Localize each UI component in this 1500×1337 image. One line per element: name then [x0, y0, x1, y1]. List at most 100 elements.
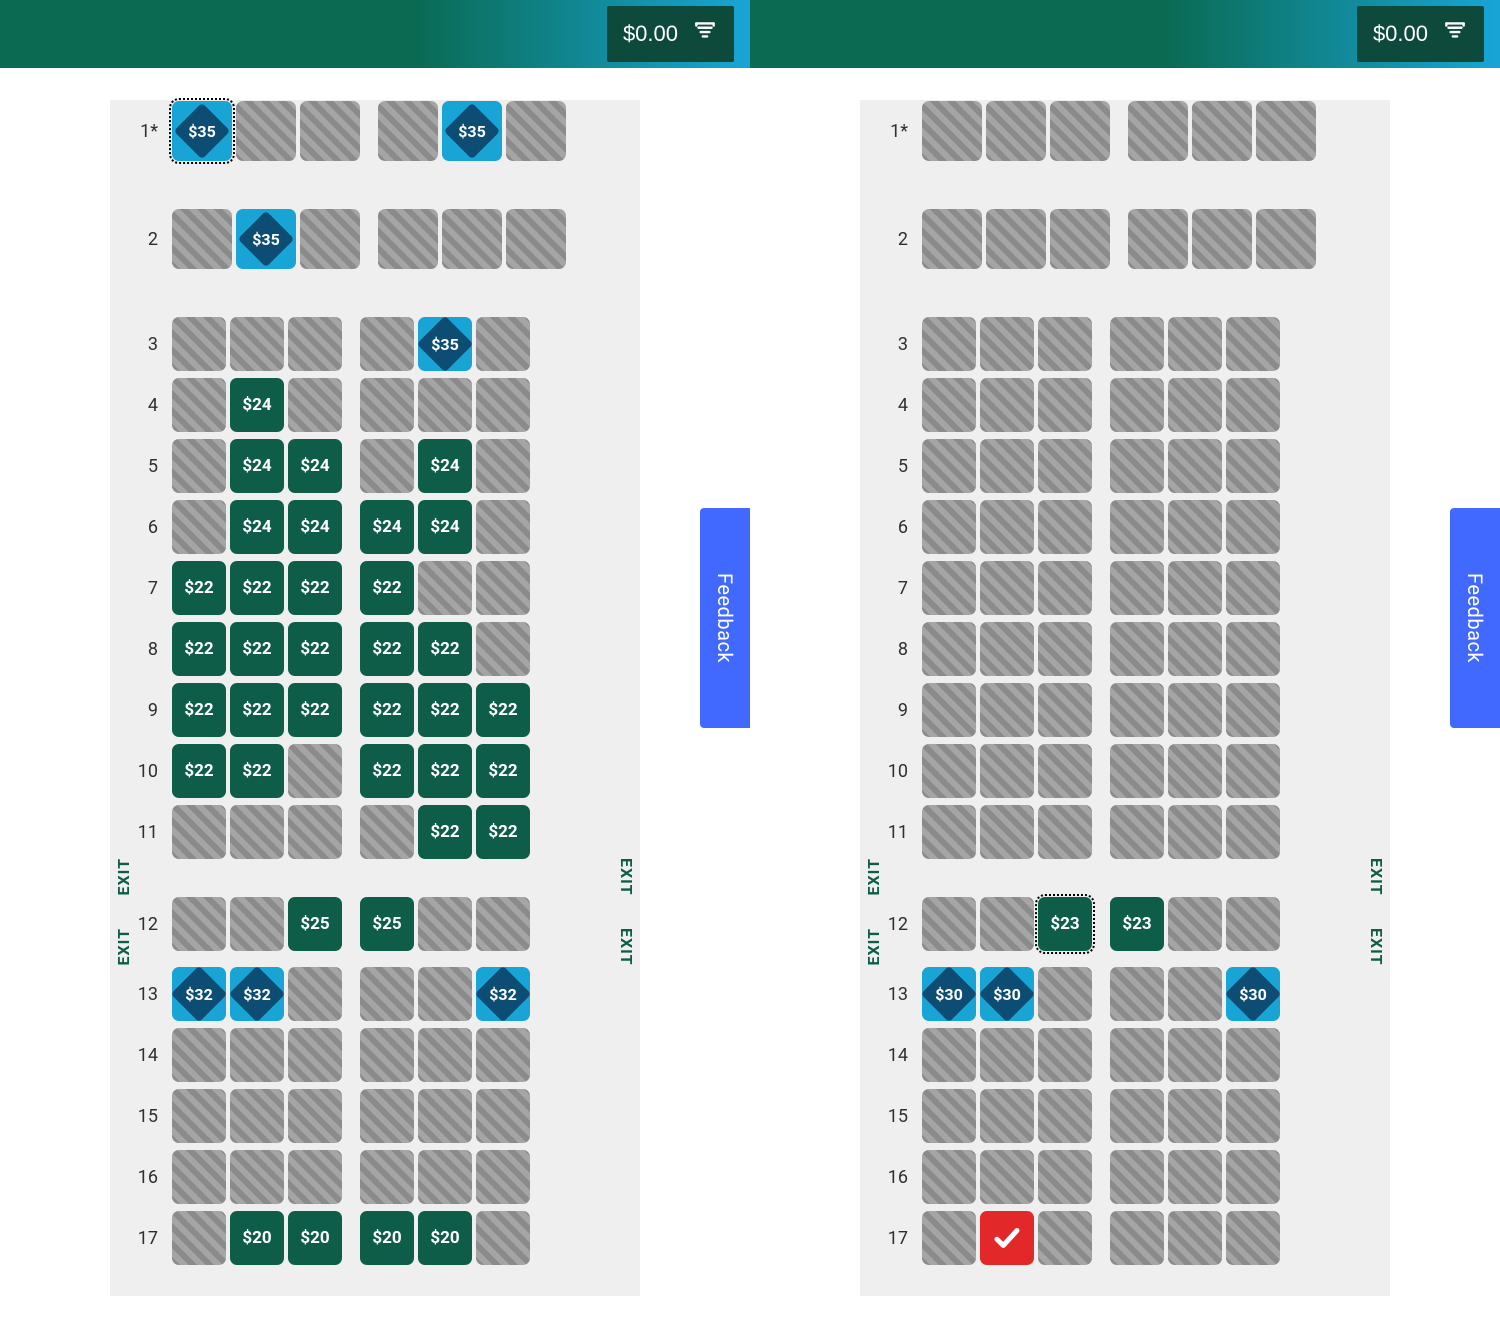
seat-2-C	[300, 209, 360, 269]
seat-10-F[interactable]: $22	[476, 744, 530, 798]
seat-6-C[interactable]: $24	[288, 500, 342, 554]
row-4: 4$24	[120, 377, 630, 433]
row-wrap-2: 2	[870, 208, 1380, 270]
seat-13-F[interactable]: $30	[1226, 967, 1280, 1021]
seat-12-C[interactable]: $23	[1038, 897, 1092, 951]
seat-15-B	[230, 1089, 284, 1143]
seat-9-A[interactable]: $22	[172, 683, 226, 737]
seat-9-E[interactable]: $22	[418, 683, 472, 737]
seat-15-E	[418, 1089, 472, 1143]
seat-13-A[interactable]: $32	[172, 967, 226, 1021]
seat-7-B	[980, 561, 1034, 615]
seat-8-E	[1168, 622, 1222, 676]
cart-button[interactable]: $0.00	[1357, 6, 1484, 62]
seat-17-D[interactable]: $20	[360, 1211, 414, 1265]
seat-8-E[interactable]: $22	[418, 622, 472, 676]
seat-15-A	[922, 1089, 976, 1143]
seat-3-E[interactable]: $35	[418, 317, 472, 371]
seat-12-D[interactable]: $23	[1110, 897, 1164, 951]
row-wrap-10: 10$22$22$22$22$22	[120, 743, 630, 799]
seat-13-F[interactable]: $32	[476, 967, 530, 1021]
seat-5-E[interactable]: $24	[418, 439, 472, 493]
seat-5-B[interactable]: $24	[230, 439, 284, 493]
seat-7-D[interactable]: $22	[360, 561, 414, 615]
row-16: 16	[870, 1149, 1380, 1205]
seat-7-C[interactable]: $22	[288, 561, 342, 615]
seat-price: $22	[372, 700, 401, 720]
seat-3-C	[288, 317, 342, 371]
cart-button[interactable]: $0.00	[607, 6, 734, 62]
row-number: 5	[120, 456, 168, 477]
seat-price: $35	[458, 122, 486, 141]
seat-price: $35	[252, 230, 280, 249]
seat-16-E	[1168, 1150, 1222, 1204]
seat-11-F	[1226, 805, 1280, 859]
seat-11-A	[922, 805, 976, 859]
cabin: 1*$35$352$353$354$245$24$24$246$24$24$24…	[110, 100, 640, 1296]
seat-16-B	[980, 1150, 1034, 1204]
row-number: 16	[120, 1167, 168, 1188]
seat-13-B[interactable]: $32	[230, 967, 284, 1021]
row-3: 3$35	[120, 316, 630, 372]
row-wrap-11: 11	[870, 804, 1380, 860]
seat-6-E[interactable]: $24	[418, 500, 472, 554]
row-wrap-11: 11$22$22	[120, 804, 630, 860]
seat-6-B[interactable]: $24	[230, 500, 284, 554]
exit-label: EXIT	[617, 928, 636, 966]
seat-8-C[interactable]: $22	[288, 622, 342, 676]
seat-9-F[interactable]: $22	[476, 683, 530, 737]
row-wrap-15: 15	[870, 1088, 1380, 1144]
seat-6-A	[172, 500, 226, 554]
seat-10-E[interactable]: $22	[418, 744, 472, 798]
seat-4-D	[1110, 378, 1164, 432]
seat-4-D	[360, 378, 414, 432]
seat-9-C	[1038, 683, 1092, 737]
row-number: 13	[870, 984, 918, 1005]
row-number: 8	[870, 639, 918, 660]
row-wrap-17: 17	[870, 1210, 1380, 1266]
seat-12-D[interactable]: $25	[360, 897, 414, 951]
seat-17-B[interactable]	[980, 1211, 1034, 1265]
seat-price: $22	[372, 761, 401, 781]
seat-17-C[interactable]: $20	[288, 1211, 342, 1265]
seat-11-E[interactable]: $22	[418, 805, 472, 859]
row-13: 13$32$32$32	[120, 966, 630, 1022]
feedback-tab[interactable]: Feedback	[700, 508, 750, 728]
seat-1-A[interactable]: $35	[172, 101, 232, 161]
seat-8-B[interactable]: $22	[230, 622, 284, 676]
row-wrap-12: 12$25$25EXITEXIT	[120, 896, 630, 952]
seat-11-F[interactable]: $22	[476, 805, 530, 859]
seat-8-F	[1226, 622, 1280, 676]
seat-10-D[interactable]: $22	[360, 744, 414, 798]
seat-4-B[interactable]: $24	[230, 378, 284, 432]
seat-8-A	[922, 622, 976, 676]
seat-15-D	[1110, 1089, 1164, 1143]
seat-10-A[interactable]: $22	[172, 744, 226, 798]
seat-13-B[interactable]: $30	[980, 967, 1034, 1021]
seat-9-E	[1168, 683, 1222, 737]
seat-13-A[interactable]: $30	[922, 967, 976, 1021]
seat-2-B[interactable]: $35	[236, 209, 296, 269]
seat-6-D[interactable]: $24	[360, 500, 414, 554]
seat-8-A[interactable]: $22	[172, 622, 226, 676]
exit-label: EXIT	[617, 858, 636, 896]
seat-7-B[interactable]: $22	[230, 561, 284, 615]
seat-8-D[interactable]: $22	[360, 622, 414, 676]
seat-10-F	[1226, 744, 1280, 798]
seat-9-D[interactable]: $22	[360, 683, 414, 737]
seat-11-D	[360, 805, 414, 859]
cart-icon	[692, 18, 718, 50]
seat-5-C[interactable]: $24	[288, 439, 342, 493]
seat-12-C[interactable]: $25	[288, 897, 342, 951]
seat-9-C[interactable]: $22	[288, 683, 342, 737]
seat-4-A	[172, 378, 226, 432]
seat-9-B[interactable]: $22	[230, 683, 284, 737]
seat-price: $22	[430, 822, 459, 842]
seat-17-E[interactable]: $20	[418, 1211, 472, 1265]
seat-10-B[interactable]: $22	[230, 744, 284, 798]
seat-2-C	[1050, 209, 1110, 269]
seat-1-E[interactable]: $35	[442, 101, 502, 161]
feedback-tab[interactable]: Feedback	[1450, 508, 1500, 728]
seat-7-A[interactable]: $22	[172, 561, 226, 615]
seat-17-B[interactable]: $20	[230, 1211, 284, 1265]
